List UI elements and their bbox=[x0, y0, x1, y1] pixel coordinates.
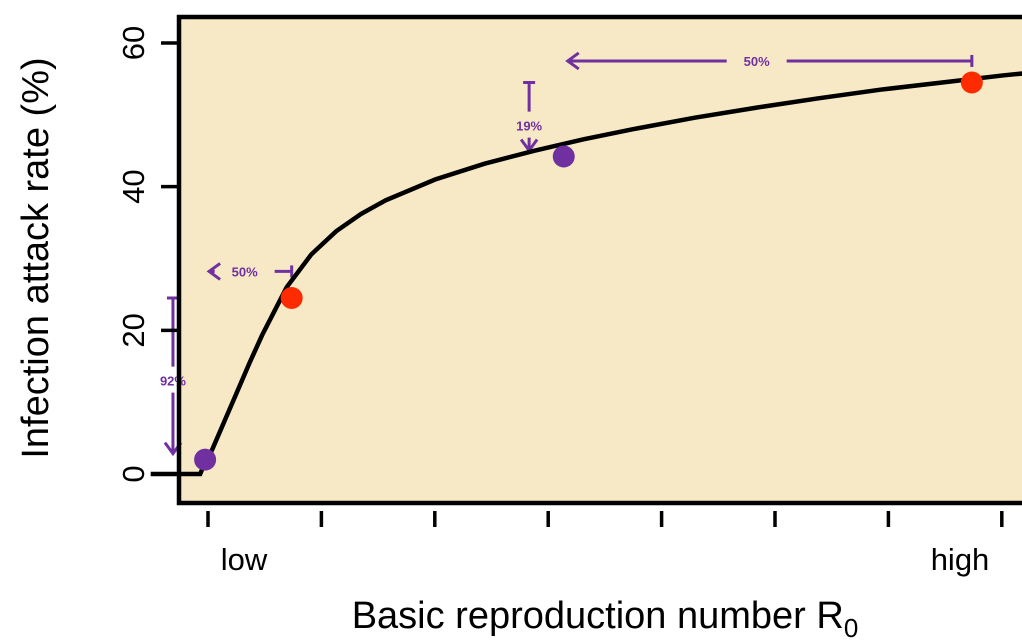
annotation-down-2: 19% bbox=[516, 81, 543, 154]
x-tick-label-high: high bbox=[931, 542, 990, 577]
data-point bbox=[280, 287, 303, 310]
x-axis bbox=[206, 511, 1004, 527]
data-point bbox=[960, 71, 983, 94]
y-axis-title: Infection attack rate (%) bbox=[15, 57, 57, 458]
data-points bbox=[194, 71, 983, 471]
y-tick-label: 60 bbox=[116, 26, 151, 60]
x-axis-title-main: Basic reproduction number R bbox=[352, 595, 844, 637]
annotation-label: 92% bbox=[160, 374, 186, 389]
annotation-left-1: 50% bbox=[206, 262, 294, 281]
annotation-label: 50% bbox=[744, 54, 770, 69]
y-tick-label: 20 bbox=[116, 313, 151, 347]
annotation-left-3: 50% bbox=[565, 51, 974, 71]
x-tick-label-low: low bbox=[221, 542, 268, 577]
annotations: 92% 50% 19% 50% bbox=[160, 51, 974, 457]
data-point bbox=[194, 448, 217, 471]
annotation-arrowhead bbox=[206, 262, 221, 281]
annotation-label: 50% bbox=[232, 264, 258, 279]
y-tick-label: 0 bbox=[116, 465, 151, 482]
plot-frame bbox=[176, 14, 1022, 506]
attack-rate-curve bbox=[150, 71, 1022, 477]
annotation-label: 19% bbox=[516, 119, 542, 134]
y-tick-label: 40 bbox=[116, 169, 151, 203]
x-axis-title: Basic reproduction number R0 bbox=[352, 595, 859, 642]
plot-area bbox=[179, 17, 1022, 503]
data-point bbox=[552, 145, 575, 168]
y-axis: 0 20 40 60 bbox=[116, 26, 179, 483]
annotation-arrowhead bbox=[565, 51, 580, 71]
x-axis-title-subscript: 0 bbox=[844, 613, 858, 642]
